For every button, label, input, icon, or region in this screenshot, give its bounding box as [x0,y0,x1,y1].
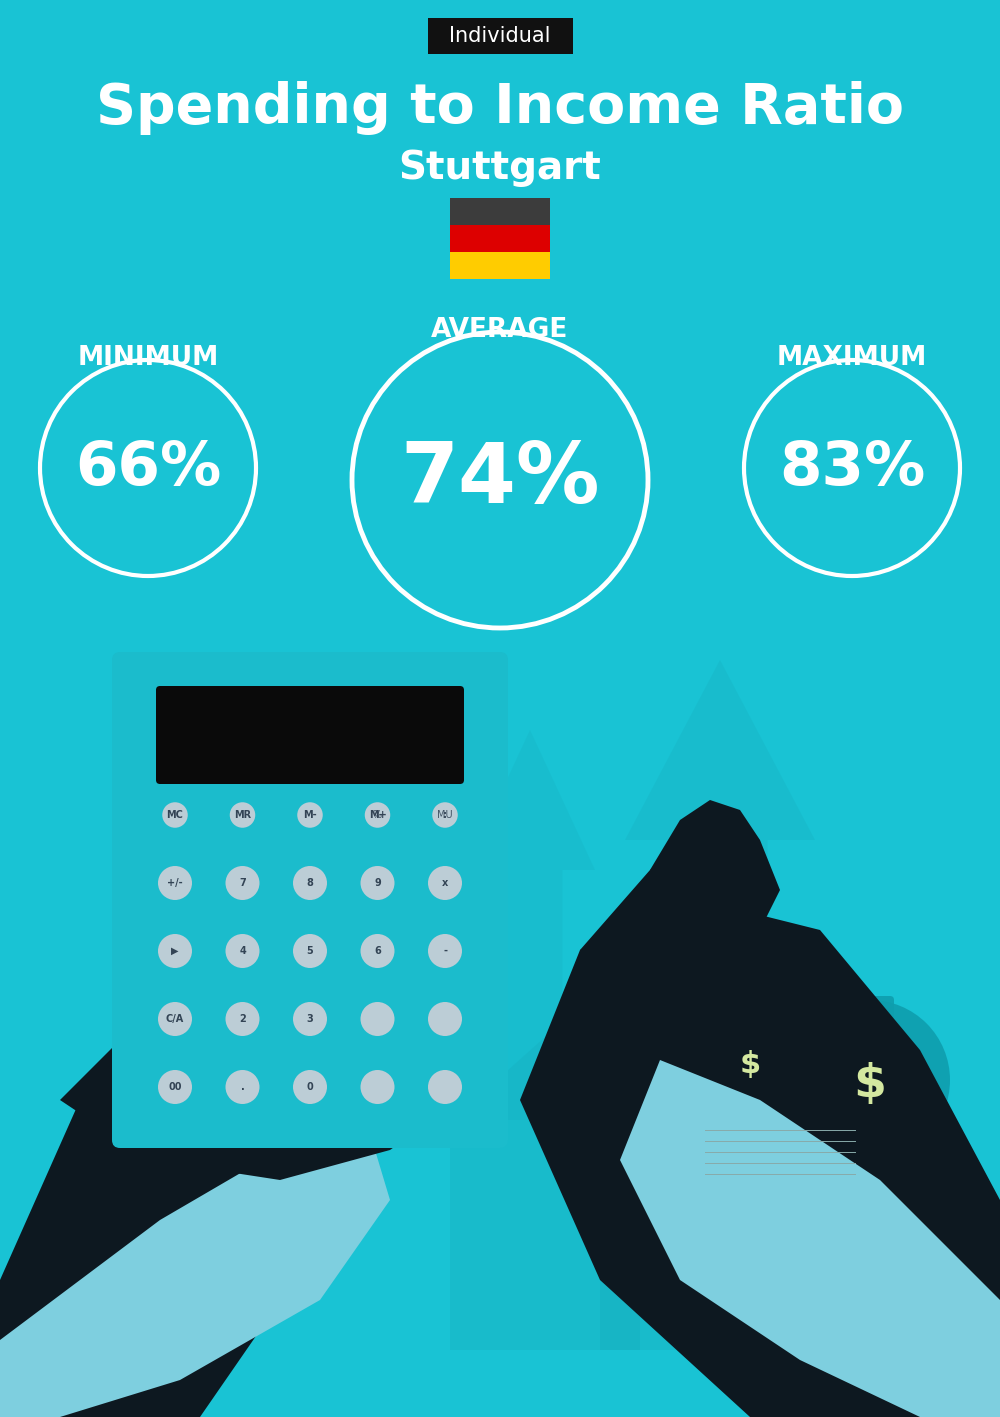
Text: 8: 8 [307,879,313,888]
Text: MC: MC [167,811,183,820]
Polygon shape [580,830,780,1000]
Circle shape [293,866,327,900]
Text: 0: 0 [307,1083,313,1093]
Circle shape [226,1070,260,1104]
Circle shape [293,934,327,968]
Text: 00: 00 [168,1083,182,1093]
Circle shape [226,866,260,900]
Circle shape [158,866,192,900]
FancyBboxPatch shape [450,1122,790,1350]
Circle shape [230,802,255,828]
Text: $: $ [854,1063,887,1108]
Text: 74%: 74% [400,439,600,520]
Text: Stuttgart: Stuttgart [399,149,601,187]
FancyBboxPatch shape [450,225,550,252]
Text: MINIMUM: MINIMUM [77,344,219,371]
Circle shape [360,866,394,900]
Circle shape [293,1070,327,1104]
FancyBboxPatch shape [450,252,550,279]
Text: MR: MR [234,811,251,820]
Text: 83%: 83% [779,438,925,497]
Text: M+: M+ [369,811,386,820]
Text: 7: 7 [239,879,246,888]
Polygon shape [650,801,760,880]
Circle shape [428,866,462,900]
Text: 3: 3 [307,1015,313,1024]
Circle shape [297,802,323,828]
Polygon shape [625,660,815,1161]
Circle shape [360,1070,394,1104]
FancyBboxPatch shape [600,1220,640,1350]
Text: M-: M- [303,811,317,820]
Text: 66%: 66% [75,438,221,497]
Text: :: : [443,811,447,820]
Polygon shape [620,1060,1000,1417]
Text: 4: 4 [239,947,246,956]
Text: ▶: ▶ [171,947,179,956]
Polygon shape [60,939,480,1180]
Text: -: - [443,947,447,956]
Polygon shape [450,971,790,1122]
Text: $: $ [739,1050,761,1080]
Text: 5: 5 [307,947,313,956]
FancyBboxPatch shape [156,686,464,784]
Text: .: . [241,1083,244,1093]
FancyBboxPatch shape [671,930,701,981]
Text: MU: MU [437,811,453,820]
Circle shape [360,1002,394,1036]
Polygon shape [465,730,595,1119]
Polygon shape [0,949,380,1417]
Circle shape [158,1070,192,1104]
Text: 6: 6 [374,947,381,956]
Circle shape [432,802,458,828]
Circle shape [162,802,188,828]
FancyBboxPatch shape [112,652,508,1148]
Circle shape [365,802,390,828]
Circle shape [360,934,394,968]
FancyBboxPatch shape [698,1128,862,1192]
Circle shape [428,1070,462,1104]
Text: +/-: +/- [167,879,183,888]
Text: Individual: Individual [449,26,551,45]
Circle shape [158,1002,192,1036]
Circle shape [226,934,260,968]
Circle shape [158,934,192,968]
Circle shape [293,1002,327,1036]
Circle shape [790,1000,950,1161]
FancyBboxPatch shape [428,18,572,54]
FancyBboxPatch shape [450,198,550,225]
Circle shape [226,1002,260,1036]
Text: Spending to Income Ratio: Spending to Income Ratio [96,81,904,135]
Polygon shape [0,1100,390,1417]
Text: 2: 2 [239,1015,246,1024]
Circle shape [428,934,462,968]
Polygon shape [520,900,1000,1417]
Text: AVERAGE: AVERAGE [431,317,569,343]
Circle shape [428,1002,462,1036]
FancyBboxPatch shape [846,996,894,1034]
Text: x: x [442,879,448,888]
FancyBboxPatch shape [732,1002,768,1033]
Text: %: % [373,811,382,820]
Text: MAXIMUM: MAXIMUM [777,344,927,371]
Text: C/A: C/A [166,1015,184,1024]
Text: 9: 9 [374,879,381,888]
Circle shape [695,1005,805,1115]
